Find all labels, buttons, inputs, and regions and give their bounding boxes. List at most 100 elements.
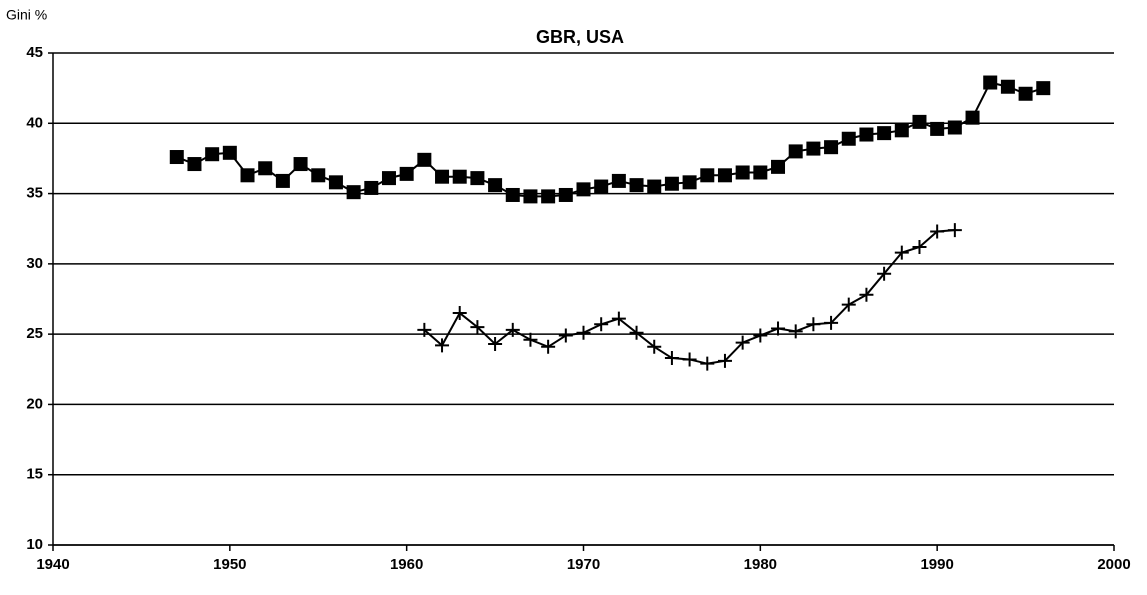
marker — [894, 123, 909, 138]
y-tick-label: 25 — [26, 325, 43, 342]
x-tick-label: 1960 — [390, 556, 423, 573]
marker — [488, 178, 503, 193]
marker — [664, 351, 679, 366]
x-tick-label: 1970 — [567, 556, 600, 573]
marker — [771, 321, 786, 336]
marker — [788, 144, 803, 159]
chart-title: GBR, USA — [536, 27, 624, 47]
marker — [399, 166, 414, 181]
marker — [187, 157, 202, 172]
marker — [523, 189, 538, 204]
y-tick-label: 30 — [26, 255, 43, 272]
marker — [293, 157, 308, 172]
marker — [629, 325, 644, 340]
marker — [1000, 79, 1015, 94]
marker — [611, 173, 626, 188]
marker — [930, 121, 945, 136]
marker — [717, 168, 732, 183]
marker — [452, 169, 467, 184]
marker — [824, 140, 839, 155]
marker — [664, 176, 679, 191]
x-tick-label: 2000 — [1097, 556, 1130, 573]
marker — [452, 306, 467, 321]
marker — [541, 339, 556, 354]
marker — [576, 325, 591, 340]
marker — [240, 168, 255, 183]
marker — [682, 175, 697, 190]
marker — [435, 338, 450, 353]
marker — [806, 317, 821, 332]
y-tick-label: 40 — [26, 114, 43, 131]
marker — [222, 145, 237, 160]
marker — [877, 266, 892, 281]
marker — [841, 131, 856, 146]
marker — [894, 245, 909, 260]
marker — [788, 324, 803, 339]
marker — [576, 182, 591, 197]
marker — [541, 189, 556, 204]
marker — [505, 322, 520, 337]
marker — [205, 147, 220, 162]
marker — [258, 161, 273, 176]
marker — [700, 356, 715, 371]
marker — [594, 179, 609, 194]
y-tick-label: 10 — [26, 536, 43, 553]
marker — [806, 141, 821, 156]
marker — [611, 311, 626, 326]
marker — [700, 168, 715, 183]
marker — [169, 150, 184, 165]
marker — [753, 328, 768, 343]
series-line — [423, 229, 955, 365]
marker — [859, 287, 874, 302]
y-tick-label: 35 — [26, 185, 43, 202]
marker — [1018, 86, 1033, 101]
marker — [364, 180, 379, 195]
marker — [824, 315, 839, 330]
marker — [717, 353, 732, 368]
marker — [417, 152, 432, 167]
marker — [488, 336, 503, 351]
marker — [275, 173, 290, 188]
y-tick-label: 15 — [26, 466, 43, 483]
marker — [435, 169, 450, 184]
marker — [629, 178, 644, 193]
marker — [771, 159, 786, 174]
marker — [930, 224, 945, 239]
marker — [328, 175, 343, 190]
marker — [523, 332, 538, 347]
marker — [983, 75, 998, 90]
marker — [558, 187, 573, 202]
marker — [647, 339, 662, 354]
y-axis-label: Gini % — [6, 7, 47, 23]
marker — [965, 110, 980, 125]
marker — [912, 239, 927, 254]
marker — [470, 320, 485, 335]
marker — [381, 171, 396, 186]
marker — [647, 179, 662, 194]
series-line — [176, 81, 1044, 198]
marker — [912, 114, 927, 129]
y-tick-label: 45 — [26, 44, 43, 61]
marker — [859, 127, 874, 142]
marker — [311, 168, 326, 183]
marker — [417, 322, 432, 337]
marker — [753, 165, 768, 180]
marker — [877, 126, 892, 141]
marker — [594, 317, 609, 332]
x-tick-label: 1940 — [36, 556, 69, 573]
marker — [682, 352, 697, 367]
marker — [735, 335, 750, 350]
marker — [947, 223, 962, 238]
marker — [470, 171, 485, 186]
x-tick-label: 1950 — [213, 556, 246, 573]
marker — [505, 187, 520, 202]
marker — [346, 185, 361, 200]
marker — [947, 120, 962, 135]
x-tick-label: 1990 — [920, 556, 953, 573]
marker — [1036, 81, 1051, 96]
x-tick-label: 1980 — [744, 556, 777, 573]
marker — [558, 328, 573, 343]
marker — [735, 165, 750, 180]
y-tick-label: 20 — [26, 395, 43, 412]
